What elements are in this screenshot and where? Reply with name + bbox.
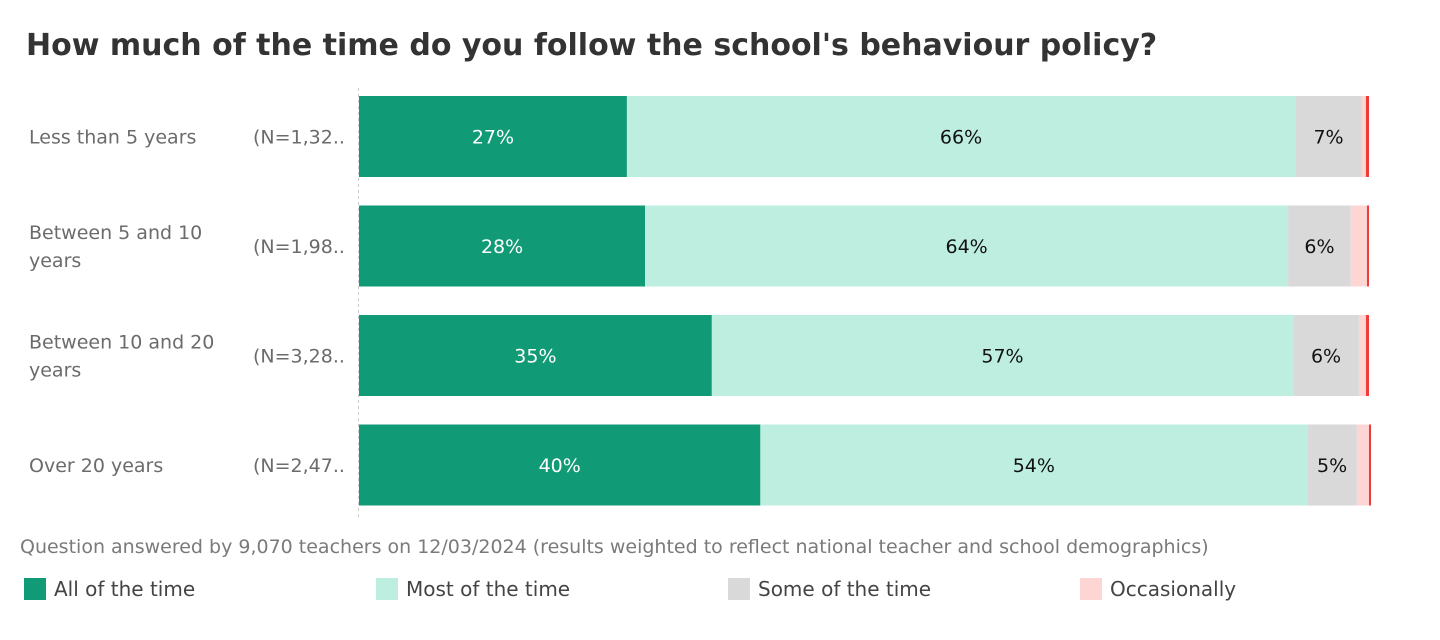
legend-swatch xyxy=(728,578,750,600)
category-label: years xyxy=(29,250,81,272)
legend-label: All of the time xyxy=(54,577,196,601)
chart-title: How much of the time do you follow the s… xyxy=(26,28,1158,63)
data-label: 35% xyxy=(514,346,556,368)
legend-swatch xyxy=(376,578,398,600)
legend-label: Occasionally xyxy=(1110,577,1237,601)
data-label: 6% xyxy=(1304,236,1334,258)
legend-swatch xyxy=(1080,578,1102,600)
bar-segment xyxy=(760,424,1308,506)
chart-note: Question answered by 9,070 teachers on 1… xyxy=(20,536,1209,558)
bar-segment xyxy=(645,205,1289,287)
bar-segment xyxy=(1358,315,1366,396)
data-label: 40% xyxy=(539,455,581,477)
bar-segment xyxy=(359,205,646,287)
bar-segment xyxy=(1365,96,1369,177)
legend-item: Some of the time xyxy=(728,577,931,601)
data-label: 64% xyxy=(945,236,987,258)
n-label: (N=2,47.. xyxy=(253,455,345,477)
data-label: 7% xyxy=(1313,127,1343,149)
data-label: 5% xyxy=(1317,455,1347,477)
data-label: 57% xyxy=(981,346,1023,368)
n-label: (N=1,98.. xyxy=(253,236,345,258)
legend-item: Most of the time xyxy=(376,577,570,601)
bar-segment xyxy=(1366,205,1369,287)
bar-segment xyxy=(1288,205,1351,287)
data-label: 28% xyxy=(481,236,523,258)
category-label: Over 20 years xyxy=(29,455,163,477)
legend-swatch xyxy=(24,578,46,600)
bar-segment xyxy=(1365,315,1369,396)
data-label: 66% xyxy=(940,127,982,149)
bar-segment xyxy=(359,315,712,396)
bar-segment xyxy=(1350,205,1367,287)
category-label: years xyxy=(29,360,81,382)
legend-item: Occasionally xyxy=(1080,577,1236,601)
n-label: (N=3,28.. xyxy=(253,346,345,368)
legend-label: Most of the time xyxy=(406,577,571,601)
category-label: Between 5 and 10 xyxy=(29,222,202,244)
bar-segment xyxy=(359,96,627,177)
bar-segment xyxy=(626,96,1296,177)
legend-label: Some of the time xyxy=(758,577,932,601)
data-label: 54% xyxy=(1013,455,1055,477)
bar-segment xyxy=(1361,96,1366,177)
legend-item: All of the time xyxy=(24,577,195,601)
bar-segment xyxy=(1293,315,1359,396)
bar-segment xyxy=(711,315,1294,396)
bar-segment xyxy=(1356,424,1369,506)
data-label: 6% xyxy=(1311,346,1341,368)
category-label: Between 10 and 20 xyxy=(29,332,214,354)
bar-segment xyxy=(1295,96,1362,177)
bar-segment xyxy=(1368,424,1372,506)
n-label: (N=1,32.. xyxy=(253,127,345,149)
data-label: 27% xyxy=(472,127,514,149)
category-label: Less than 5 years xyxy=(29,127,196,149)
bar-segment xyxy=(359,424,761,506)
bar-segment xyxy=(1307,424,1357,506)
